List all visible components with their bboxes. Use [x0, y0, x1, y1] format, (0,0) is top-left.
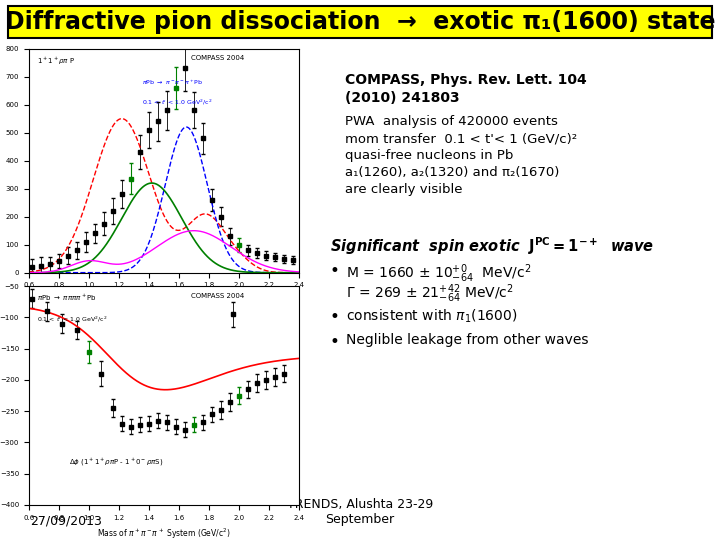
- Text: 1$^+$1$^+\rho\pi$ P: 1$^+$1$^+\rho\pi$ P: [37, 55, 75, 66]
- Text: 0.1 < $t^\prime$ < 1.0 GeV$^2$/c$^2$: 0.1 < $t^\prime$ < 1.0 GeV$^2$/c$^2$: [142, 98, 212, 107]
- Text: mom transfer  0.1 < t'< 1 (GeV/c)²: mom transfer 0.1 < t'< 1 (GeV/c)²: [345, 132, 577, 145]
- Text: Neglible leakage from other waves: Neglible leakage from other waves: [346, 333, 588, 347]
- Text: consistent with $\pi_1$(1600): consistent with $\pi_1$(1600): [346, 308, 518, 326]
- Text: TRENDS, Alushta 23-29
September: TRENDS, Alushta 23-29 September: [287, 498, 433, 526]
- Text: •: •: [330, 262, 340, 280]
- Text: a₁(1260), a₂(1320) and π₂(1670): a₁(1260), a₂(1320) and π₂(1670): [345, 166, 559, 179]
- Text: $\pi$Pb $\to$ $\pi\pi\pi\pi^+$Pb: $\pi$Pb $\to$ $\pi\pi\pi\pi^+$Pb: [37, 293, 96, 303]
- Text: Diffractive pion dissociation  →  exotic π₁(1600) state: Diffractive pion dissociation → exotic π…: [5, 10, 715, 34]
- Text: •: •: [330, 308, 340, 326]
- Text: COMPASS 2004: COMPASS 2004: [191, 55, 244, 62]
- Text: (2010) 241803: (2010) 241803: [345, 91, 459, 105]
- FancyBboxPatch shape: [8, 6, 712, 38]
- Text: COMPASS 2004: COMPASS 2004: [191, 293, 244, 299]
- Text: $\Gamma$ = 269 $\pm$ 21$^{+42}_{-64}$ MeV/c$^2$: $\Gamma$ = 269 $\pm$ 21$^{+42}_{-64}$ Me…: [346, 282, 514, 305]
- Text: Significant  spin exotic  $\mathbf{J^{PC} = 1^{-+}}$  wave: Significant spin exotic $\mathbf{J^{PC} …: [330, 235, 654, 256]
- Text: $\Delta\phi$ (1$^+$1$^+\rho\pi$P - 1$^+$0$^-\rho\pi$S): $\Delta\phi$ (1$^+$1$^+\rho\pi$P - 1$^+$…: [69, 457, 163, 468]
- Text: 0.1 < $t^\prime$ < 1.0 GeV$^2$/c$^2$: 0.1 < $t^\prime$ < 1.0 GeV$^2$/c$^2$: [37, 315, 107, 324]
- Text: are clearly visible: are clearly visible: [345, 183, 462, 196]
- Text: COMPASS, Phys. Rev. Lett. 104: COMPASS, Phys. Rev. Lett. 104: [345, 73, 587, 87]
- Text: PWA  analysis of 420000 events: PWA analysis of 420000 events: [345, 115, 558, 128]
- Text: •: •: [330, 333, 340, 351]
- Text: quasi-free nucleons in Pb: quasi-free nucleons in Pb: [345, 149, 513, 162]
- Text: $\pi$Pb $\to$ $\pi^-\pi^-\pi^+$Pb: $\pi$Pb $\to$ $\pi^-\pi^-\pi^+$Pb: [142, 78, 204, 86]
- X-axis label: Mass of $\pi^+\pi^-\pi^+$ System (GeV/c$^2$): Mass of $\pi^+\pi^-\pi^+$ System (GeV/c$…: [97, 526, 230, 540]
- Text: 27/09/2013: 27/09/2013: [30, 515, 102, 528]
- X-axis label: Mass of $\pi^+\pi^-\pi^+$ System (GeV/c$^2$): Mass of $\pi^+\pi^-\pi^+$ System (GeV/c$…: [97, 294, 230, 308]
- Text: M = 1660 $\pm$ 10$^{+0}_{-64}$  MeV/c$^2$: M = 1660 $\pm$ 10$^{+0}_{-64}$ MeV/c$^2$: [346, 262, 531, 285]
